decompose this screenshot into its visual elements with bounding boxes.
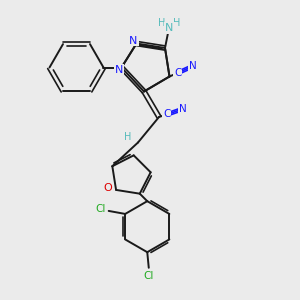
Text: C: C <box>163 109 170 119</box>
Text: H: H <box>124 131 131 142</box>
Text: N: N <box>165 23 174 33</box>
Text: N: N <box>115 65 123 75</box>
Text: Cl: Cl <box>95 204 106 214</box>
Text: N: N <box>178 104 186 114</box>
Text: N: N <box>129 35 138 46</box>
Text: H: H <box>173 17 181 28</box>
Text: C: C <box>174 68 182 78</box>
Text: O: O <box>103 183 112 194</box>
Text: N: N <box>189 61 197 71</box>
Text: Cl: Cl <box>144 271 154 281</box>
Text: H: H <box>158 17 166 28</box>
